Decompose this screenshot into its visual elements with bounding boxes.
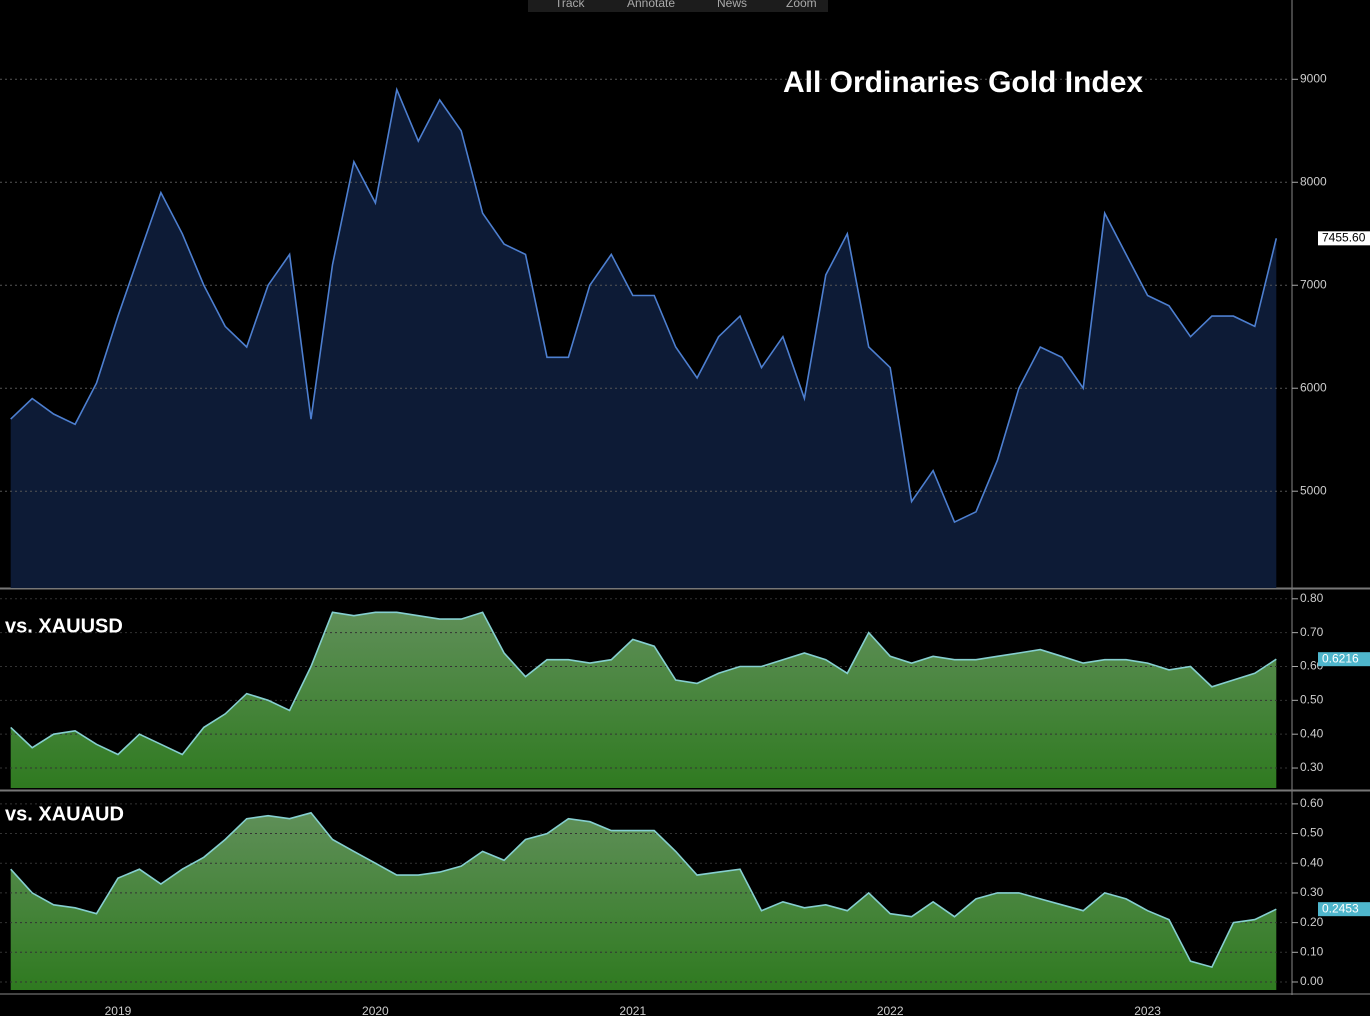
y-tick-label: 0.40 — [1300, 855, 1324, 869]
panel-title: vs. XAUUSD — [5, 615, 123, 637]
y-tick-label: 0.60 — [1300, 796, 1324, 810]
y-tick-label: 6000 — [1300, 380, 1327, 394]
y-tick-label: 0.30 — [1300, 760, 1324, 774]
x-tick-label: 2019 — [105, 1004, 132, 1016]
toolbar-annotate[interactable]: Annotate — [627, 0, 675, 10]
y-tick-label: 0.40 — [1300, 726, 1324, 740]
last-value-label: 0.6216 — [1322, 651, 1359, 665]
panel-title: vs. XAUAUD — [5, 803, 124, 825]
toolbar-zoom[interactable]: Zoom — [786, 0, 817, 10]
y-tick-label: 0.50 — [1300, 826, 1324, 840]
area-fill — [10, 612, 1277, 788]
x-tick-label: 2023 — [1134, 1004, 1161, 1016]
panel-title: All Ordinaries Gold Index — [783, 66, 1143, 99]
y-tick-label: 5000 — [1300, 483, 1327, 497]
x-tick-label: 2020 — [362, 1004, 389, 1016]
y-tick-label: 0.20 — [1300, 915, 1324, 929]
y-tick-label: 0.30 — [1300, 885, 1324, 899]
y-tick-label: 0.00 — [1300, 974, 1324, 988]
y-tick-label: 9000 — [1300, 71, 1327, 85]
y-tick-label: 7000 — [1300, 277, 1327, 291]
y-tick-label: 0.60 — [1300, 659, 1324, 673]
line — [10, 611, 1277, 756]
line — [10, 811, 1277, 969]
line — [10, 86, 1278, 524]
last-value-label: 7455.60 — [1322, 231, 1366, 245]
toolbar-track[interactable]: Track — [555, 0, 586, 10]
y-tick-label: 0.70 — [1300, 625, 1324, 639]
x-tick-label: 2021 — [619, 1004, 646, 1016]
area-fill — [10, 812, 1277, 990]
toolbar — [528, 0, 828, 12]
last-value-tag — [1318, 231, 1370, 246]
y-tick-label: 0.50 — [1300, 693, 1324, 707]
x-tick-label: 2022 — [877, 1004, 904, 1016]
y-tick-label: 0.10 — [1300, 944, 1324, 958]
y-tick-label: 8000 — [1300, 174, 1327, 188]
y-tick-label: 0.80 — [1300, 591, 1324, 605]
area-fill — [10, 89, 1277, 588]
toolbar-news[interactable]: News — [717, 0, 747, 10]
last-value-tag — [1318, 902, 1370, 917]
last-value-tag — [1318, 652, 1370, 667]
last-value-label: 0.2453 — [1322, 901, 1359, 915]
